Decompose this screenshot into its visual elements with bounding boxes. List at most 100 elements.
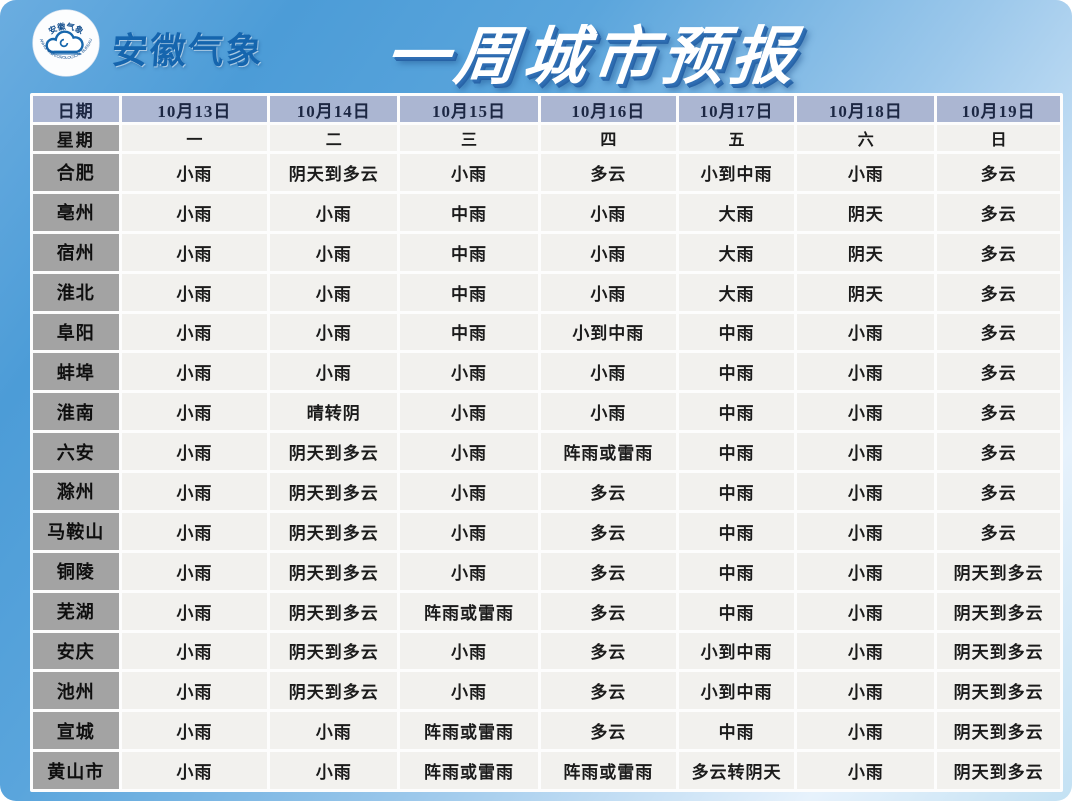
city-name: 淮南	[33, 393, 119, 431]
date-header: 10月15日	[400, 96, 538, 122]
forecast-cell: 阴天到多云	[270, 473, 398, 510]
table-row: 合肥 小雨 阴天到多云 小雨 多云 小到中雨 小雨 多云	[33, 154, 1060, 191]
forecast-cell: 阴天到多云	[937, 552, 1060, 590]
forecast-cell: 多云	[937, 154, 1060, 191]
date-header: 10月13日	[121, 96, 268, 122]
forecast-cell: 小雨	[270, 353, 398, 391]
forecast-cell: 小雨	[797, 672, 935, 710]
forecast-cell: 中雨	[678, 313, 795, 351]
forecast-cell: 小到中雨	[540, 313, 676, 351]
date-header: 10月16日	[540, 96, 676, 122]
forecast-cell: 阴天到多云	[270, 154, 398, 191]
forecast-cell: 多云	[937, 233, 1060, 271]
forecast-cell: 小雨	[540, 273, 676, 311]
forecast-cell: 多云	[937, 353, 1060, 391]
table-row: 宣城 小雨 小雨 阵雨或雷雨 多云 中雨 小雨 阴天到多云	[33, 712, 1060, 750]
forecast-cell: 小雨	[121, 632, 268, 670]
forecast-cell: 阵雨或雷雨	[400, 592, 538, 630]
date-header: 10月17日	[678, 96, 795, 122]
forecast-cell: 小雨	[270, 712, 398, 750]
table-head: 日期 10月13日 10月14日 10月15日 10月16日 10月17日 10月18日 10…	[33, 96, 1060, 151]
forecast-cell: 大雨	[678, 233, 795, 271]
forecast-cell: 多云	[937, 433, 1060, 470]
forecast-cell: 小雨	[121, 672, 268, 710]
city-name: 蚌埠	[33, 353, 119, 391]
forecast-cell: 多云	[937, 273, 1060, 311]
forecast-cell: 阴天到多云	[937, 592, 1060, 630]
city-name: 合肥	[33, 154, 119, 191]
table-row: 蚌埠 小雨 小雨 小雨 小雨 中雨 小雨 多云	[33, 353, 1060, 391]
forecast-cell: 小雨	[270, 313, 398, 351]
forecast-cell: 小雨	[121, 433, 268, 470]
forecast-cell: 多云	[937, 313, 1060, 351]
forecast-cell: 晴转阴	[270, 393, 398, 431]
forecast-cell: 中雨	[678, 712, 795, 750]
forecast-cell: 小雨	[121, 592, 268, 630]
table-row: 池州 小雨 阴天到多云 小雨 多云 小到中雨 小雨 阴天到多云	[33, 672, 1060, 710]
table-row: 芜湖 小雨 阴天到多云 阵雨或雷雨 多云 中雨 小雨 阴天到多云	[33, 592, 1060, 630]
forecast-cell: 中雨	[678, 552, 795, 590]
forecast-cell: 大雨	[678, 273, 795, 311]
forecast-cell: 阴天到多云	[270, 433, 398, 470]
forecast-cell: 阵雨或雷雨	[540, 752, 676, 789]
forecast-cell: 中雨	[678, 473, 795, 510]
forecast-cell: 小雨	[400, 393, 538, 431]
forecast-cell: 小到中雨	[678, 154, 795, 191]
forecast-cell: 阴天到多云	[270, 632, 398, 670]
table-row: 铜陵 小雨 阴天到多云 小雨 多云 中雨 小雨 阴天到多云	[33, 552, 1060, 590]
forecast-cell: 阵雨或雷雨	[400, 712, 538, 750]
forecast-cell: 小雨	[400, 353, 538, 391]
forecast-cell: 小雨	[797, 552, 935, 590]
forecast-cell: 多云	[540, 552, 676, 590]
city-name: 六安	[33, 433, 119, 470]
forecast-cell: 小雨	[121, 393, 268, 431]
date-header: 10月14日	[270, 96, 398, 122]
forecast-cell: 小到中雨	[678, 632, 795, 670]
date-header: 10月18日	[797, 96, 935, 122]
forecast-cell: 小雨	[797, 353, 935, 391]
weekday-header: 二	[270, 125, 398, 151]
forecast-cell: 中雨	[400, 273, 538, 311]
forecast-cell: 小雨	[400, 473, 538, 510]
city-name: 铜陵	[33, 552, 119, 590]
city-name: 宣城	[33, 712, 119, 750]
forecast-cell: 多云	[540, 512, 676, 550]
table-row: 马鞍山 小雨 阴天到多云 小雨 多云 中雨 小雨 多云	[33, 512, 1060, 550]
forecast-cell: 小雨	[270, 273, 398, 311]
forecast-cell: 阴天到多云	[937, 672, 1060, 710]
forecast-cell: 阴天	[797, 193, 935, 231]
forecast-cell: 多云	[540, 672, 676, 710]
forecast-cell: 小雨	[797, 752, 935, 789]
forecast-cell: 小雨	[797, 154, 935, 191]
table-row: 淮南 小雨 晴转阴 小雨 小雨 中雨 小雨 多云	[33, 393, 1060, 431]
forecast-cell: 大雨	[678, 193, 795, 231]
anhui-meteorological-bureau-logo: 安徽气象 ANHUI METEOROLOGICAL BUREAU	[32, 9, 100, 77]
cloud-icon	[45, 30, 84, 54]
weekday-header: 日	[937, 125, 1060, 151]
forecast-cell: 小雨	[121, 752, 268, 789]
forecast-cell: 中雨	[400, 313, 538, 351]
city-name: 安庆	[33, 632, 119, 670]
table-row: 滁州 小雨 阴天到多云 小雨 多云 中雨 小雨 多云	[33, 473, 1060, 510]
forecast-cell: 小雨	[797, 473, 935, 510]
date-header-row: 日期 10月13日 10月14日 10月15日 10月16日 10月17日 10月18日 10…	[33, 96, 1060, 122]
table-row: 黄山市 小雨 小雨 阵雨或雷雨 阵雨或雷雨 多云转阴天 小雨 阴天到多云	[33, 752, 1060, 789]
city-name: 淮北	[33, 273, 119, 311]
forecast-cell: 阴天	[797, 273, 935, 311]
page-title: 一周城市预报	[381, 22, 804, 92]
forecast-cell: 小雨	[797, 393, 935, 431]
table-row: 六安 小雨 阴天到多云 小雨 阵雨或雷雨 中雨 小雨 多云	[33, 433, 1060, 470]
forecast-cell: 阴天到多云	[937, 752, 1060, 789]
forecast-cell: 多云	[540, 154, 676, 191]
corner-label: 日期	[33, 96, 119, 122]
forecast-cell: 阴天到多云	[937, 712, 1060, 750]
forecast-cell: 小雨	[121, 552, 268, 590]
week-label: 星期	[33, 125, 119, 151]
weekday-header: 六	[797, 125, 935, 151]
forecast-cell: 小雨	[540, 233, 676, 271]
table-row: 淮北 小雨 小雨 中雨 小雨 大雨 阴天 多云	[33, 273, 1060, 311]
forecast-cell: 多云转阴天	[678, 752, 795, 789]
city-name: 黄山市	[33, 752, 119, 789]
brand-name: 安徽气象	[110, 30, 266, 71]
